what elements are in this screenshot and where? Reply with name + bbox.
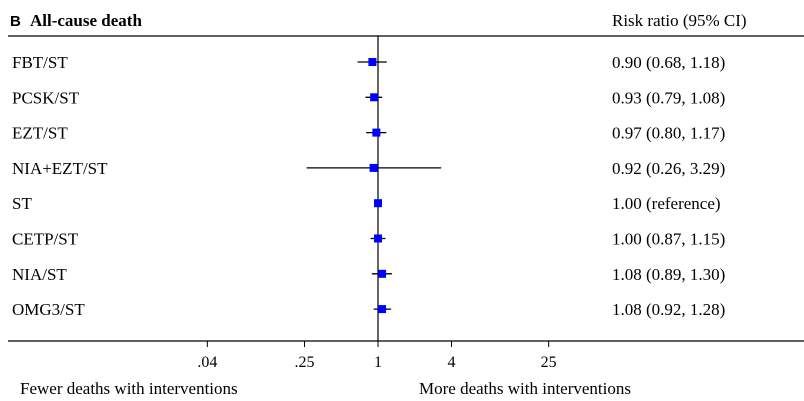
axis-tick-label: 1 (374, 354, 382, 371)
panel-letter: B (10, 13, 21, 30)
rows-group: FBT/ST 0.90 (0.68, 1.18) PCSK/ST 0.93 (0.79… (12, 53, 725, 319)
forest-row: NIA/ST 1.08 (0.89, 1.30) (12, 265, 725, 284)
row-label: OMG3/ST (12, 300, 85, 319)
ci-column-header: Risk ratio (95% CI) (612, 11, 747, 30)
row-ci-text: 0.90 (0.68, 1.18) (612, 53, 725, 72)
point-estimate-marker (372, 128, 381, 137)
row-label: EZT/ST (12, 124, 68, 143)
forest-row: OMG3/ST 1.08 (0.92, 1.28) (12, 300, 725, 319)
point-estimate-marker (378, 269, 387, 278)
axis-tick-label: 4 (448, 354, 456, 371)
x-label-right: More deaths with interventions (419, 379, 631, 398)
row-ci-text: 0.93 (0.79, 1.08) (612, 88, 725, 107)
x-label-left: Fewer deaths with interventions (20, 379, 238, 398)
chart-title: All-cause death (30, 11, 142, 30)
forest-row: NIA+EZT/ST 0.92 (0.26, 3.29) (12, 159, 725, 178)
row-label: NIA/ST (12, 265, 67, 284)
point-estimate-marker (374, 199, 382, 208)
row-label: NIA+EZT/ST (12, 159, 108, 178)
point-estimate-marker (368, 58, 377, 66)
axis-ticks-group: .04 .25 1 4 25 (197, 341, 557, 371)
axis-tick-label: .25 (295, 354, 315, 371)
row-label: PCSK/ST (12, 88, 80, 107)
point-estimate-marker (378, 305, 387, 314)
forest-row: CETP/ST 1.00 (0.87, 1.15) (12, 230, 725, 249)
forest-row: FBT/ST 0.90 (0.68, 1.18) (12, 53, 725, 72)
row-ci-text: 0.92 (0.26, 3.29) (612, 159, 725, 178)
axis-tick-label: .04 (197, 354, 217, 371)
point-estimate-marker (370, 93, 379, 102)
row-ci-text: 1.00 (reference) (612, 194, 721, 213)
row-label: FBT/ST (12, 53, 68, 72)
row-label: ST (12, 194, 32, 213)
forest-row: EZT/ST 0.97 (0.80, 1.17) (12, 124, 725, 143)
forest-row: ST 1.00 (reference) (12, 194, 721, 213)
row-label: CETP/ST (12, 230, 79, 249)
row-ci-text: 0.97 (0.80, 1.17) (612, 124, 725, 143)
forest-row: PCSK/ST 0.93 (0.79, 1.08) (12, 88, 725, 107)
row-ci-text: 1.00 (0.87, 1.15) (612, 230, 725, 249)
point-estimate-marker (369, 163, 378, 172)
point-estimate-marker (374, 234, 382, 243)
row-ci-text: 1.08 (0.92, 1.28) (612, 300, 725, 319)
row-ci-text: 1.08 (0.89, 1.30) (612, 265, 725, 284)
axis-tick-label: 25 (541, 354, 557, 371)
